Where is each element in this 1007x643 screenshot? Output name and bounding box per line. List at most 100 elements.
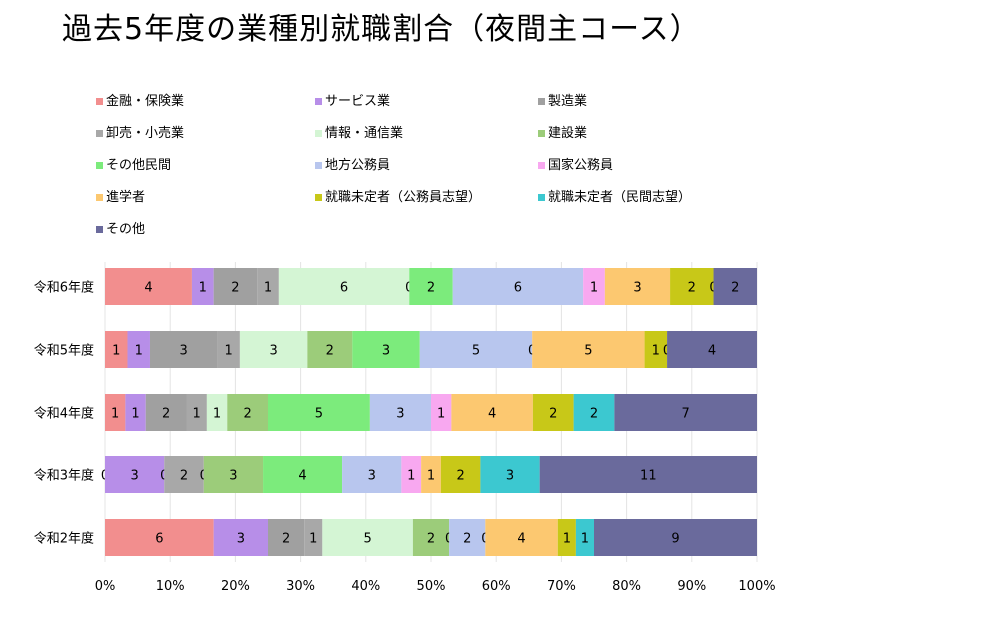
data-label-3-5: 3	[229, 469, 237, 484]
bar-segment-2-3	[186, 394, 207, 431]
data-label-1-7: 5	[472, 344, 480, 359]
bar-segment-3-7	[342, 456, 402, 493]
bar-segment-1-5	[307, 331, 353, 368]
data-label-2-1: 1	[131, 407, 139, 422]
bar-segment-4-7	[449, 519, 486, 556]
bar-segment-3-3	[164, 456, 204, 493]
data-label-3-12: 11	[640, 469, 657, 484]
bar-segment-2-7	[369, 394, 431, 431]
bar-segment-0-1	[191, 268, 214, 305]
x-tick-label-2: 20%	[221, 579, 250, 594]
data-label-1-10: 1	[652, 344, 660, 359]
data-label-1-12: 4	[708, 344, 716, 359]
data-label-1-4: 3	[269, 344, 277, 359]
bar-segment-4-5	[412, 519, 450, 556]
bar-segment-1-2	[149, 331, 218, 368]
legend-swatch-8	[538, 162, 545, 169]
data-label-2-6: 5	[315, 407, 323, 422]
bar-row-1: 1131323505104	[105, 331, 757, 368]
bar-segment-1-3	[217, 331, 240, 368]
data-label-1-2: 3	[180, 344, 188, 359]
data-label-0-0: 4	[144, 281, 152, 296]
data-label-0-7: 6	[514, 281, 522, 296]
bar-segment-4-0	[105, 519, 214, 556]
legend-swatch-2	[538, 98, 545, 105]
legend-swatch-4	[315, 130, 322, 137]
data-label-2-4: 1	[213, 407, 221, 422]
data-label-3-6: 4	[298, 469, 306, 484]
data-label-3-1: 3	[130, 469, 138, 484]
legend-label-7: 地方公務員	[325, 157, 390, 173]
y-category-label-4: 令和2年度	[34, 531, 94, 547]
legend-swatch-11	[538, 194, 545, 201]
bar-segment-1-9	[532, 331, 645, 368]
data-label-2-7: 3	[396, 407, 404, 422]
bar-row-4: 6321520204119	[105, 519, 757, 556]
data-label-4-0: 6	[155, 532, 163, 547]
bar-segment-1-12	[667, 331, 757, 368]
bar-segment-1-6	[352, 331, 420, 368]
y-category-label-2: 令和4年度	[34, 406, 94, 422]
x-tick-label-6: 60%	[482, 579, 511, 594]
legend-swatch-3	[96, 130, 103, 137]
data-label-1-9: 5	[584, 344, 592, 359]
legend-swatch-12	[96, 226, 103, 233]
bar-segment-1-7	[419, 331, 533, 368]
x-tick-label-7: 70%	[547, 579, 576, 594]
data-label-0-12: 2	[731, 281, 739, 296]
data-label-3-10: 2	[456, 469, 464, 484]
data-label-1-0: 1	[112, 344, 120, 359]
legend-swatch-1	[315, 98, 322, 105]
x-tick-label-8: 80%	[612, 579, 641, 594]
legend-swatch-0	[96, 98, 103, 105]
chart-title: 過去5年度の業種別就職割合（夜間主コース）	[62, 12, 701, 47]
bar-segment-0-4	[278, 268, 410, 305]
bar-segment-0-3	[257, 268, 279, 305]
data-label-0-8: 1	[590, 281, 598, 296]
bar-segment-2-1	[125, 394, 146, 431]
bar-segment-1-10	[644, 331, 668, 368]
bar-segment-3-8	[401, 456, 422, 493]
bar-segment-2-9	[451, 394, 533, 431]
data-label-0-9: 3	[633, 281, 641, 296]
data-label-2-10: 2	[549, 407, 557, 422]
bar-segment-3-5	[203, 456, 264, 493]
bar-row-0: 4121602613202	[105, 268, 757, 305]
legend-label-6: その他民間	[106, 158, 171, 173]
bar-segment-0-2	[213, 268, 258, 305]
legend-label-5: 建設業	[548, 125, 587, 141]
data-label-4-3: 1	[309, 532, 317, 547]
data-label-4-2: 2	[282, 532, 290, 547]
legend-label-3: 卸売・小売業	[106, 125, 184, 141]
bar-segment-2-0	[105, 394, 126, 431]
bar-segment-3-1	[105, 456, 165, 493]
y-category-label-0: 令和6年度	[34, 280, 94, 296]
bar-segment-4-12	[594, 519, 757, 556]
bar-segment-2-2	[145, 394, 187, 431]
data-label-3-9: 1	[427, 469, 435, 484]
bar-segment-0-9	[604, 268, 671, 305]
data-label-1-6: 3	[382, 344, 390, 359]
bar-segment-2-12	[614, 394, 757, 431]
bar-segment-0-0	[105, 268, 192, 305]
bar-segment-1-4	[239, 331, 308, 368]
x-tick-label-4: 40%	[351, 579, 380, 594]
bar-segment-4-9	[485, 519, 558, 556]
bar-segment-1-1	[127, 331, 150, 368]
bars: 4121602613202113132350510411211253142270…	[101, 268, 757, 556]
bar-segment-4-11	[575, 519, 594, 556]
bar-segment-2-4	[206, 394, 228, 431]
bar-segment-4-2	[268, 519, 305, 556]
legend-label-8: 国家公務員	[548, 157, 613, 173]
data-label-0-4: 6	[340, 281, 348, 296]
data-label-3-3: 2	[180, 469, 188, 484]
bar-segment-2-5	[227, 394, 268, 431]
legend-swatch-7	[315, 162, 322, 169]
data-label-4-10: 1	[563, 532, 571, 547]
x-tick-label-0: 0%	[95, 579, 116, 594]
x-tick-label-9: 90%	[677, 579, 706, 594]
